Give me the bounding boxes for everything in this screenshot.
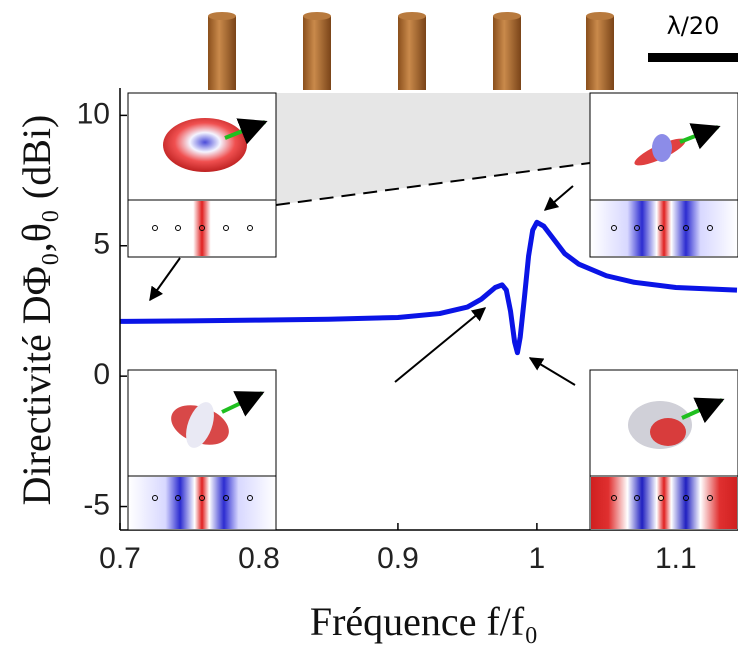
y-tick-label: 5 — [93, 228, 110, 261]
x-tick-label: 0.7 — [99, 542, 141, 575]
y-tick-label: 10 — [77, 97, 110, 130]
inset-bottom-left — [127, 369, 277, 531]
x-tick-label: 1 — [529, 542, 546, 575]
inset-bottom-right — [589, 369, 738, 531]
x-tick-label: 0.8 — [238, 542, 280, 575]
plot-area — [120, 219, 738, 356]
dashed-line — [275, 162, 591, 206]
scale-bar — [648, 53, 738, 62]
y-axis-label: Directivité DΦ₀,θ₀ (dBi) — [14, 115, 59, 506]
inset-top-left — [127, 92, 277, 258]
axes: -5 0 5 10 0.7 0.8 0.9 1 1.1 — [77, 97, 697, 575]
inset-top-right — [589, 92, 738, 258]
y-tick-label: 0 — [93, 358, 110, 391]
annotation-arrows — [149, 185, 576, 386]
x-tick-label: 0.9 — [377, 542, 419, 575]
x-axis-label: Fréquence f/f₀ — [310, 599, 538, 644]
x-tick-label: 1.1 — [655, 542, 697, 575]
y-tick-label: -5 — [83, 488, 110, 521]
curve — [120, 219, 738, 356]
shaded-region — [276, 93, 590, 205]
scale-label: λ/20 — [667, 12, 720, 40]
antenna-array — [208, 12, 614, 90]
